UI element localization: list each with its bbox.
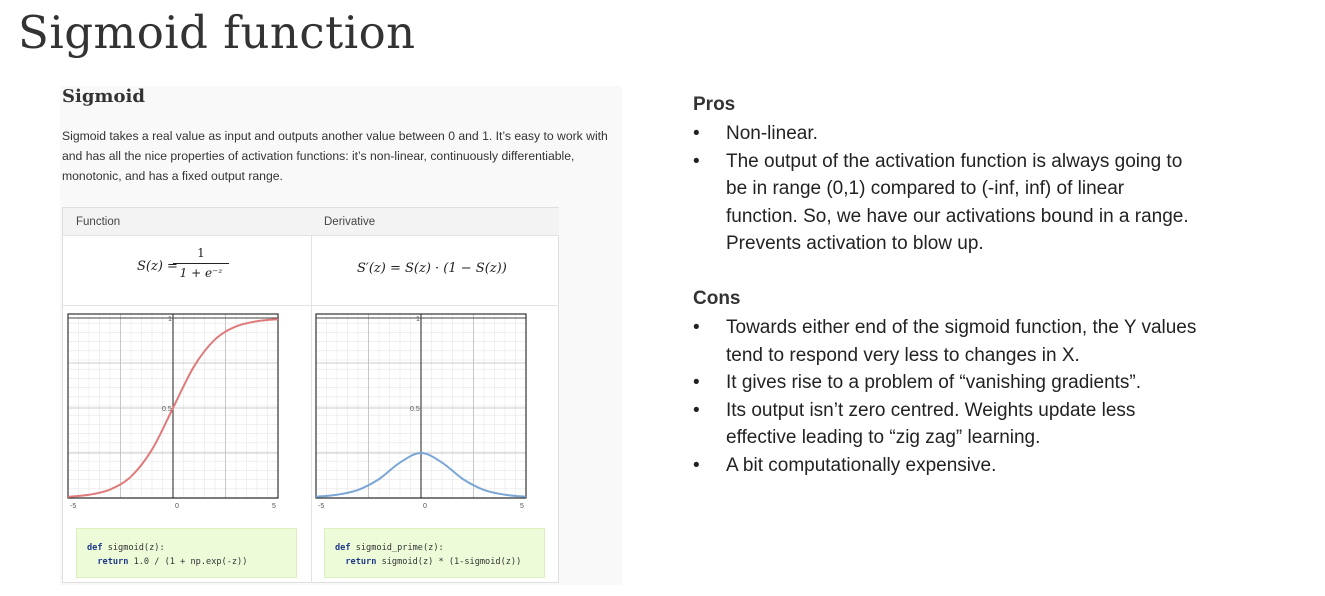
cons-item-line: It gives rise to a problem of “vanishing… [726,372,1142,393]
pros-item: Non-linear. [693,120,1293,148]
function-column: Function S(z) = 1 1 + e⁻ᶻ -5 0 5 1 0.5 def s… [63,208,312,582]
pros-item-line: be in range (0,1) compared to (-inf, inf… [726,178,1125,199]
series-line [315,451,527,498]
derivative-formula: S′(z) = S(z) · (1 − S(z)) [311,236,559,306]
derivative-code-block: def sigmoid_prime(z): return sigmoid(z) … [324,528,545,578]
code-text: sigmoid(z): [102,543,165,553]
pros-item-line: The output of the activation function is… [726,150,1183,172]
cons-item: A bit computationally expensive. [693,452,1293,480]
y-tick-label: 1 [168,316,172,323]
function-formula-lhs: S(z) = [137,259,178,274]
derivative-plot: -5 0 5 1 0.5 [315,313,527,510]
y-tick-label: 0.5 [410,406,420,413]
card-description: Sigmoid takes a real value as input and … [62,129,608,183]
y-tick-label: 1 [416,316,420,323]
fraction-bar [173,263,229,264]
function-header: Function [63,208,311,236]
x-tick-label: -5 [318,503,324,510]
cons-list: Towards either end of the sigmoid functi… [693,314,1293,479]
sigmoid-card: Sigmoid Sigmoid takes a real value as in… [60,86,622,585]
card-heading: Sigmoid [62,86,145,107]
derivative-column: Derivative S′(z) = S(z) · (1 − S(z)) -5 0… [311,208,559,582]
cons-item-line: Its output isn’t zero centred. Weights u… [726,399,1136,421]
slide-title: Sigmoid function [18,6,416,59]
cons-item: Its output isn’t zero centred. Weights u… [693,397,1293,452]
code-text: 1.0 / (1 + np.exp(-z)) [128,557,248,567]
x-tick-label: -5 [70,503,76,510]
cons-item: Towards either end of the sigmoid functi… [693,314,1293,369]
cons-item-line: tend to respond very less to changes in … [726,344,1080,366]
cons-title: Cons [693,288,741,309]
pros-item-line: function. So, we have our activations bo… [726,205,1189,227]
cons-item-line: A bit computationally expensive. [726,454,997,476]
fraction-denominator: 1 + e⁻ᶻ [179,266,223,280]
code-text: sigmoid_prime(z): [350,543,444,553]
cons-item-line: effective leading to “zig zag” learning. [726,427,1041,448]
x-tick-label: 0 [175,503,179,510]
y-tick-label: 0.5 [162,406,172,413]
sigmoid-plot: -5 0 5 1 0.5 [67,313,279,510]
code-keyword: return [345,557,377,567]
pros-item: The output of the activation function is… [693,148,1293,258]
function-formula-fraction: 1 1 + e⁻ᶻ [173,246,229,280]
code-keyword: def [87,543,103,553]
code-keyword: def [335,543,351,553]
x-tick-label: 5 [272,503,276,510]
pros-item-line: Prevents activation to blow up. [726,233,984,254]
pros-list: Non-linear. The output of the activation … [693,120,1293,258]
function-code-block: def sigmoid(z): return 1.0 / (1 + np.exp… [76,528,297,578]
pros-item-line: Non-linear. [726,123,818,144]
fraction-numerator: 1 [197,246,205,260]
derivative-header: Derivative [311,208,559,236]
x-tick-label: 5 [520,503,524,510]
cons-item: It gives rise to a problem of “vanishing… [693,369,1293,397]
code-keyword: return [97,557,129,567]
x-tick-label: 0 [423,503,427,510]
derivative-formula-text: S′(z) = S(z) · (1 − S(z)) [357,261,507,276]
code-text: sigmoid(z) * (1-sigmoid(z)) [376,557,522,567]
function-table: Function S(z) = 1 1 + e⁻ᶻ -5 0 5 1 0.5 def s… [62,207,559,583]
series-line [67,318,279,498]
function-formula: S(z) = 1 1 + e⁻ᶻ [63,236,311,306]
pros-title: Pros [693,94,736,115]
cons-item-line: Towards either end of the sigmoid functi… [726,317,1197,338]
